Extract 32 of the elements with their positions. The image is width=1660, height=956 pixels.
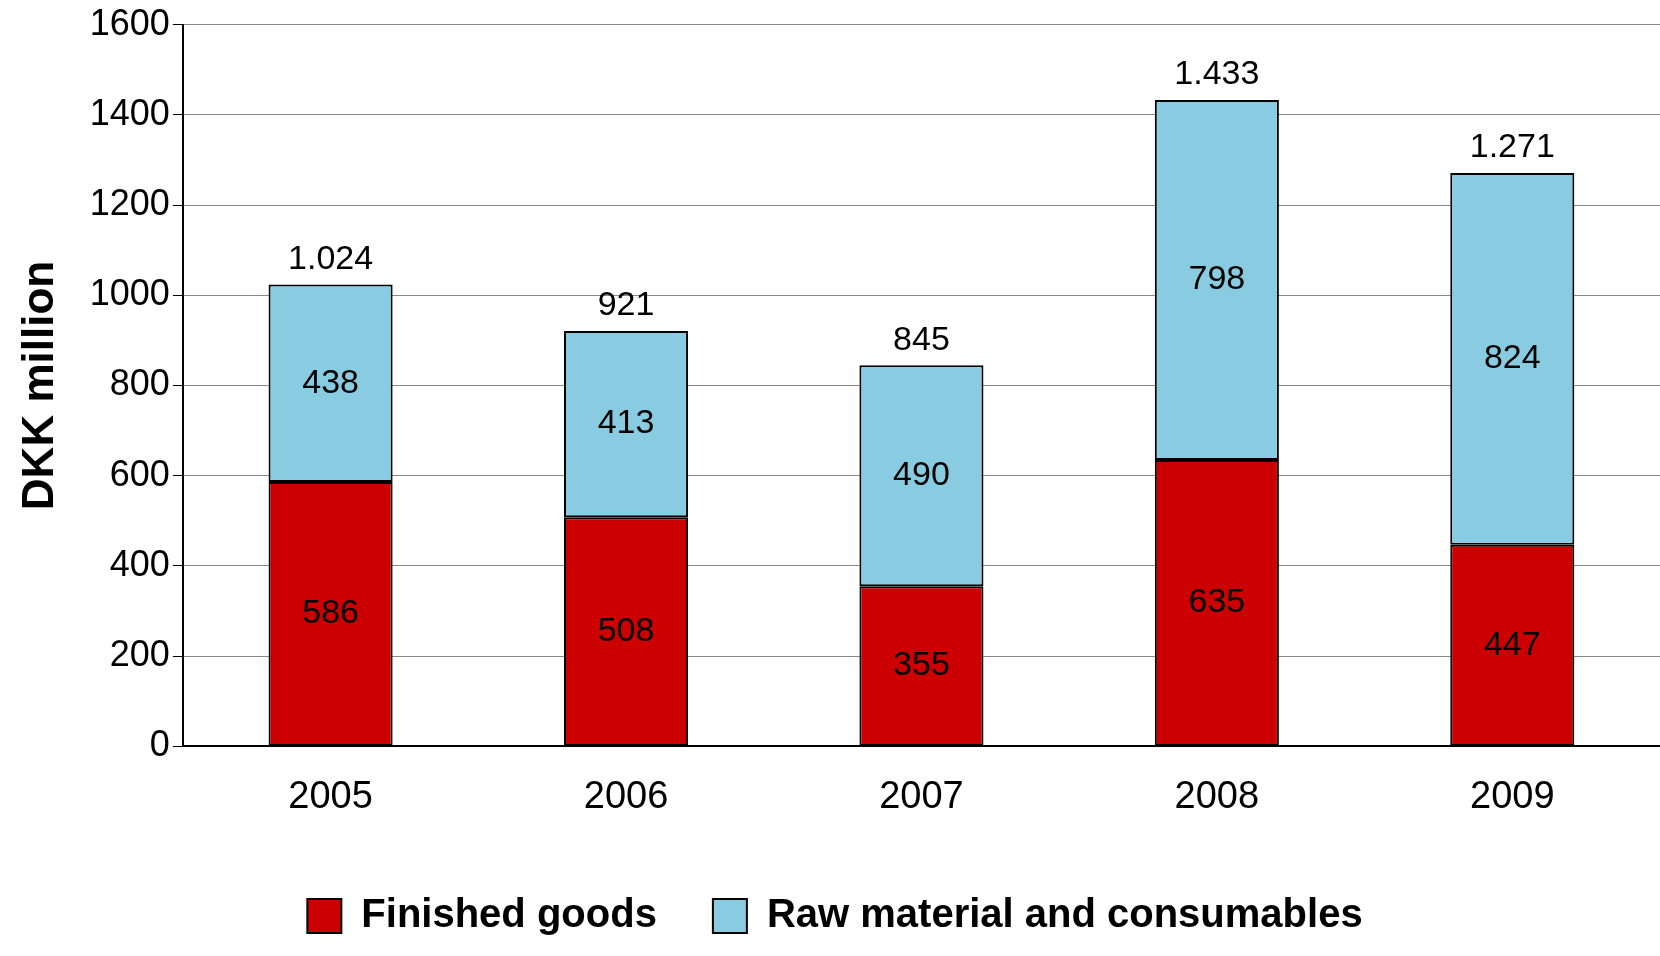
total-label: 921 — [597, 284, 655, 323]
data-label: 438 — [302, 361, 359, 400]
total-label: 1.024 — [288, 237, 374, 276]
total-label: 845 — [893, 318, 950, 357]
y-tick-label: 600 — [109, 452, 170, 494]
y-tick-label: 800 — [109, 362, 170, 404]
y-tick-label: 400 — [109, 542, 170, 584]
data-label: 490 — [893, 454, 950, 493]
x-tick-label: 2008 — [1174, 773, 1260, 816]
y-tick-label: 200 — [109, 633, 170, 675]
y-tick-label: 0 — [149, 723, 170, 765]
data-label: 447 — [1483, 623, 1541, 662]
data-label: 586 — [302, 592, 359, 631]
x-tick-label: 2005 — [288, 773, 373, 816]
x-tick-label: 2006 — [583, 773, 669, 816]
y-axis-title: DKK million — [12, 260, 62, 511]
y-tick-label: 1000 — [89, 272, 170, 314]
x-tick-label: 2009 — [1470, 773, 1555, 816]
y-tick-label: 1600 — [89, 1, 170, 43]
x-tick-label: 2007 — [879, 773, 964, 816]
data-label: 413 — [597, 402, 655, 441]
y-tick-label: 1400 — [89, 91, 170, 133]
total-label: 1.433 — [1174, 53, 1260, 92]
data-label: 508 — [597, 609, 655, 648]
legend-label: Finished goods — [361, 891, 657, 936]
data-label: 635 — [1188, 581, 1246, 620]
data-label: 798 — [1188, 258, 1246, 297]
total-label: 1.271 — [1469, 126, 1555, 165]
y-tick-label: 1200 — [89, 181, 170, 223]
legend-label: Raw material and consumables — [766, 891, 1363, 936]
data-label: 355 — [893, 644, 950, 683]
data-label: 824 — [1483, 337, 1541, 376]
